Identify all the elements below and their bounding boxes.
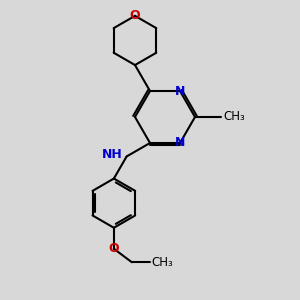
- Text: N: N: [175, 85, 185, 98]
- Text: N: N: [175, 136, 185, 149]
- Text: NH: NH: [102, 148, 123, 161]
- Text: CH₃: CH₃: [152, 256, 173, 269]
- Text: O: O: [130, 9, 140, 22]
- Text: O: O: [109, 242, 119, 255]
- Text: CH₃: CH₃: [224, 110, 245, 124]
